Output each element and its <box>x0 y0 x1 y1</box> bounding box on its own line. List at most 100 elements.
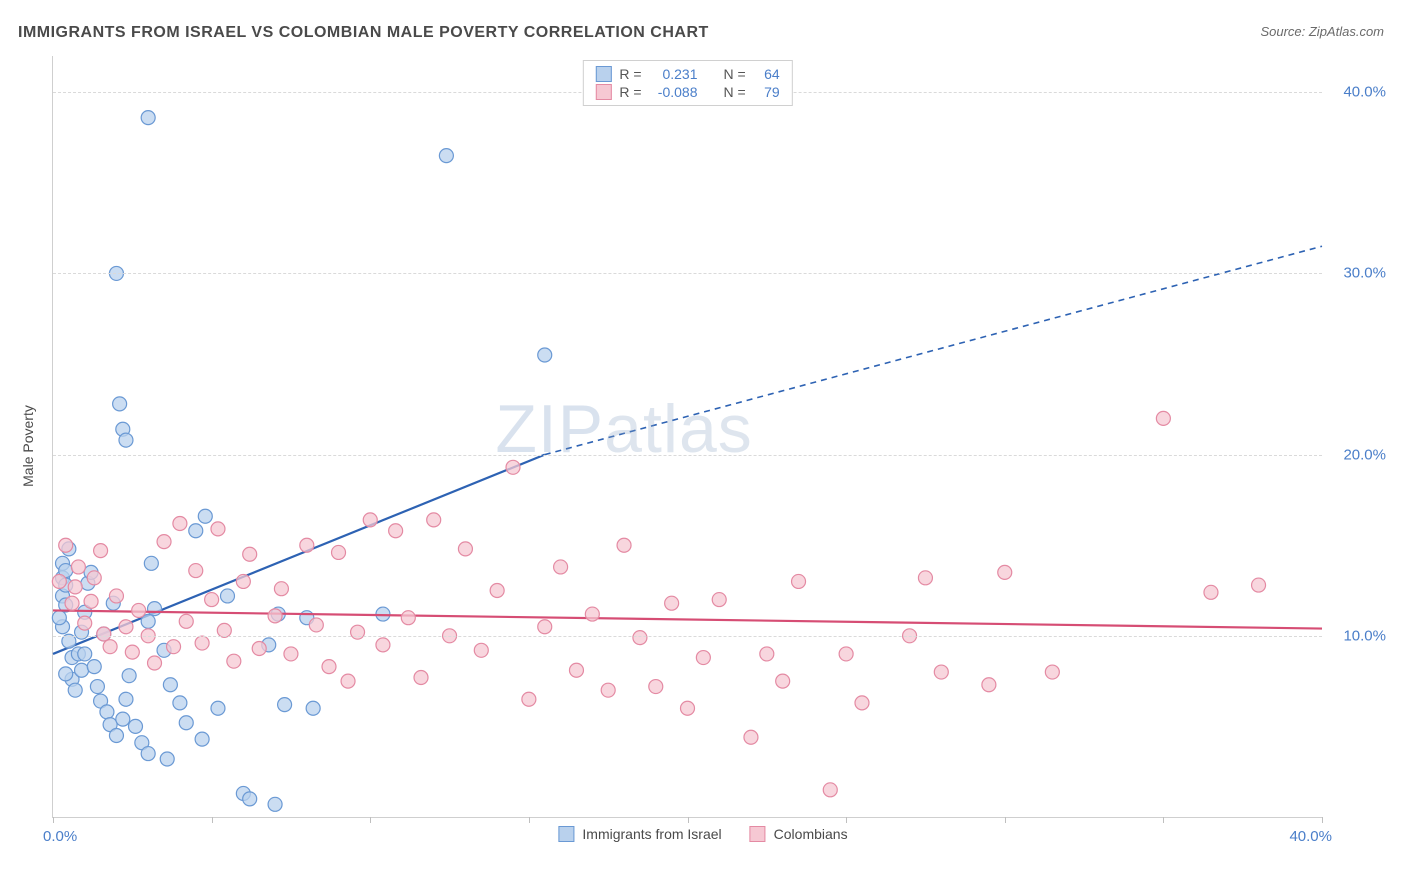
n-label: N = <box>724 66 746 82</box>
gridline-h <box>53 273 1322 274</box>
x-tick-label: 40.0% <box>1289 828 1332 845</box>
data-point <box>1156 411 1170 425</box>
n-label: N = <box>724 84 746 100</box>
chart-svg <box>53 56 1322 817</box>
trend-line-dashed <box>545 246 1322 454</box>
data-point <box>538 348 552 362</box>
data-point <box>681 701 695 715</box>
data-point <box>167 640 181 654</box>
x-tick <box>846 817 847 823</box>
data-point <box>1204 585 1218 599</box>
y-tick-label: 10.0% <box>1330 627 1386 644</box>
legend-row-0: R = 0.231 N = 64 <box>595 65 779 83</box>
data-point <box>97 627 111 641</box>
n-value: 79 <box>754 84 780 100</box>
data-point <box>243 792 257 806</box>
legend-label: Immigrants from Israel <box>582 826 721 842</box>
data-point <box>918 571 932 585</box>
data-point <box>522 692 536 706</box>
data-point <box>87 660 101 674</box>
data-point <box>87 571 101 585</box>
r-value: -0.088 <box>650 84 698 100</box>
data-point <box>332 545 346 559</box>
data-point <box>113 397 127 411</box>
data-point <box>173 696 187 710</box>
data-point <box>68 683 82 697</box>
data-point <box>855 696 869 710</box>
data-point <box>617 538 631 552</box>
data-point <box>94 544 108 558</box>
data-point <box>236 574 250 588</box>
legend-item-1: Colombians <box>750 826 848 842</box>
data-point <box>148 656 162 670</box>
legend-row-1: R = -0.088 N = 79 <box>595 83 779 101</box>
data-point <box>490 584 504 598</box>
data-point <box>389 524 403 538</box>
y-axis-label: Male Poverty <box>20 405 36 487</box>
data-point <box>601 683 615 697</box>
data-point <box>649 680 663 694</box>
gridline-h <box>53 636 1322 637</box>
gridline-h <box>53 455 1322 456</box>
data-point <box>401 611 415 625</box>
data-point <box>157 535 171 549</box>
x-tick <box>1163 817 1164 823</box>
x-tick <box>688 817 689 823</box>
data-point <box>823 783 837 797</box>
data-point <box>274 582 288 596</box>
data-point <box>128 719 142 733</box>
data-point <box>52 611 66 625</box>
data-point <box>195 732 209 746</box>
data-point <box>189 524 203 538</box>
data-point <box>1252 578 1266 592</box>
x-tick <box>53 817 54 823</box>
legend-series: Immigrants from Israel Colombians <box>558 826 847 842</box>
data-point <box>59 538 73 552</box>
data-point <box>633 631 647 645</box>
data-point <box>322 660 336 674</box>
data-point <box>427 513 441 527</box>
data-point <box>78 616 92 630</box>
data-point <box>474 643 488 657</box>
data-point <box>90 680 104 694</box>
data-point <box>284 647 298 661</box>
data-point <box>243 547 257 561</box>
x-tick-label: 0.0% <box>43 828 77 845</box>
data-point <box>100 705 114 719</box>
data-point <box>144 556 158 570</box>
data-point <box>119 692 133 706</box>
y-tick-label: 30.0% <box>1330 265 1386 282</box>
data-point <box>103 640 117 654</box>
data-point <box>68 580 82 594</box>
data-point <box>163 678 177 692</box>
data-point <box>341 674 355 688</box>
legend-label: Colombians <box>774 826 848 842</box>
data-point <box>141 111 155 125</box>
data-point <box>173 516 187 530</box>
data-point <box>119 620 133 634</box>
data-point <box>712 593 726 607</box>
data-point <box>458 542 472 556</box>
data-point <box>71 560 85 574</box>
swatch-icon <box>595 66 611 82</box>
data-point <box>132 603 146 617</box>
data-point <box>376 638 390 652</box>
data-point <box>554 560 568 574</box>
r-value: 0.231 <box>650 66 698 82</box>
data-point <box>300 538 314 552</box>
x-tick <box>1322 817 1323 823</box>
data-point <box>506 460 520 474</box>
data-point <box>982 678 996 692</box>
data-point <box>195 636 209 650</box>
data-point <box>696 651 710 665</box>
data-point <box>309 618 323 632</box>
data-point <box>760 647 774 661</box>
data-point <box>306 701 320 715</box>
legend-correlation: R = 0.231 N = 64 R = -0.088 N = 79 <box>582 60 792 106</box>
plot-area: ZIPatlas R = 0.231 N = 64 R = -0.088 N =… <box>52 56 1322 818</box>
data-point <box>998 565 1012 579</box>
data-point <box>268 797 282 811</box>
data-point <box>122 669 136 683</box>
data-point <box>141 747 155 761</box>
data-point <box>439 149 453 163</box>
